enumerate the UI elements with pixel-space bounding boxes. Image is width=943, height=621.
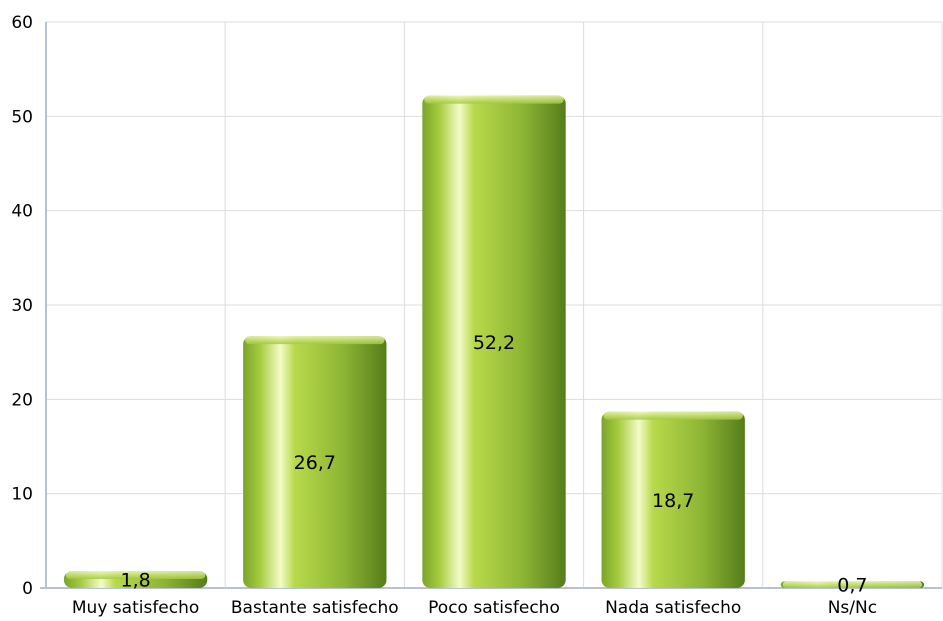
bar <box>422 95 566 588</box>
data-label: 52,2 <box>473 332 515 354</box>
labels: 0 10 20 30 40 50 60 1,8 Muy satisfecho 26,7 Bastan… <box>11 13 877 618</box>
data-label: 26,7 <box>294 452 336 474</box>
y-tick-label: 50 <box>11 107 33 127</box>
y-tick-label: 20 <box>11 390 33 410</box>
y-tick-label: 0 <box>22 579 33 599</box>
x-tick-label: Poco satisfecho <box>428 598 560 618</box>
bar-cap <box>424 95 564 104</box>
x-tick-label: Nada satisfecho <box>605 598 741 618</box>
x-tick-label: Bastante satisfecho <box>231 598 399 618</box>
bars <box>63 95 925 588</box>
y-tick-label: 40 <box>11 202 33 222</box>
y-tick-label: 10 <box>11 485 33 505</box>
data-label: 18,7 <box>652 490 694 512</box>
bar-cap <box>65 571 206 580</box>
x-tick-label: Ns/Nc <box>828 598 877 618</box>
bar <box>601 411 745 588</box>
x-tick-label: Muy satisfecho <box>72 598 199 618</box>
bar-cap <box>603 411 743 420</box>
bar-cap <box>782 581 923 588</box>
bar <box>243 336 387 588</box>
y-tick-label: 60 <box>11 13 33 33</box>
data-label: 0,7 <box>837 575 867 597</box>
bar-cap <box>245 336 385 345</box>
y-tick-label: 30 <box>11 296 33 316</box>
data-label: 1,8 <box>120 570 150 592</box>
